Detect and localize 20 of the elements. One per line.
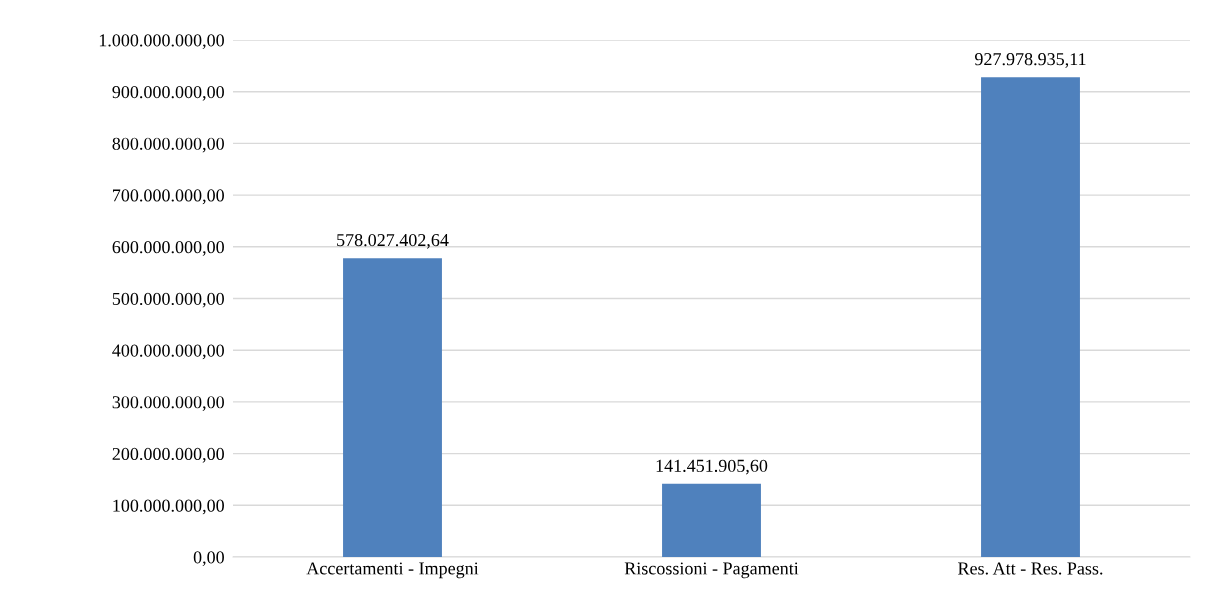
- y-tick-label: 200.000.000,00: [112, 447, 224, 463]
- y-tick-label: 300.000.000,00: [112, 396, 224, 411]
- x-tick-label: Accertamenti - Impegni: [306, 562, 479, 579]
- y-tick-label: 500.000.000,00: [112, 292, 224, 308]
- bar: [343, 258, 442, 557]
- data-label: 927.978.935,11: [975, 53, 1086, 68]
- y-tick-label: 900.000.000,00: [112, 85, 224, 101]
- bar: [662, 483, 761, 557]
- data-label: 578.027.402,64: [337, 233, 449, 249]
- y-tick-label: 400.000.000,00: [112, 344, 224, 360]
- data-label: 141.451.905,60: [656, 459, 768, 475]
- y-tick-label: 1.000.000.000,00: [99, 34, 224, 50]
- x-tick-label: Res. Att - Res. Pass.: [958, 562, 1103, 575]
- y-tick-label: 800.000.000,00: [112, 137, 224, 153]
- y-tick-label: 100.000.000,00: [113, 499, 224, 515]
- y-tick-label: 0,00: [193, 551, 224, 567]
- y-tick-label: 700.000.000,00: [113, 189, 224, 205]
- bar: [981, 77, 1080, 557]
- y-tick-label: 600.000.000,00: [112, 241, 224, 256]
- x-tick-label: Riscossioni - Pagamenti: [624, 562, 799, 579]
